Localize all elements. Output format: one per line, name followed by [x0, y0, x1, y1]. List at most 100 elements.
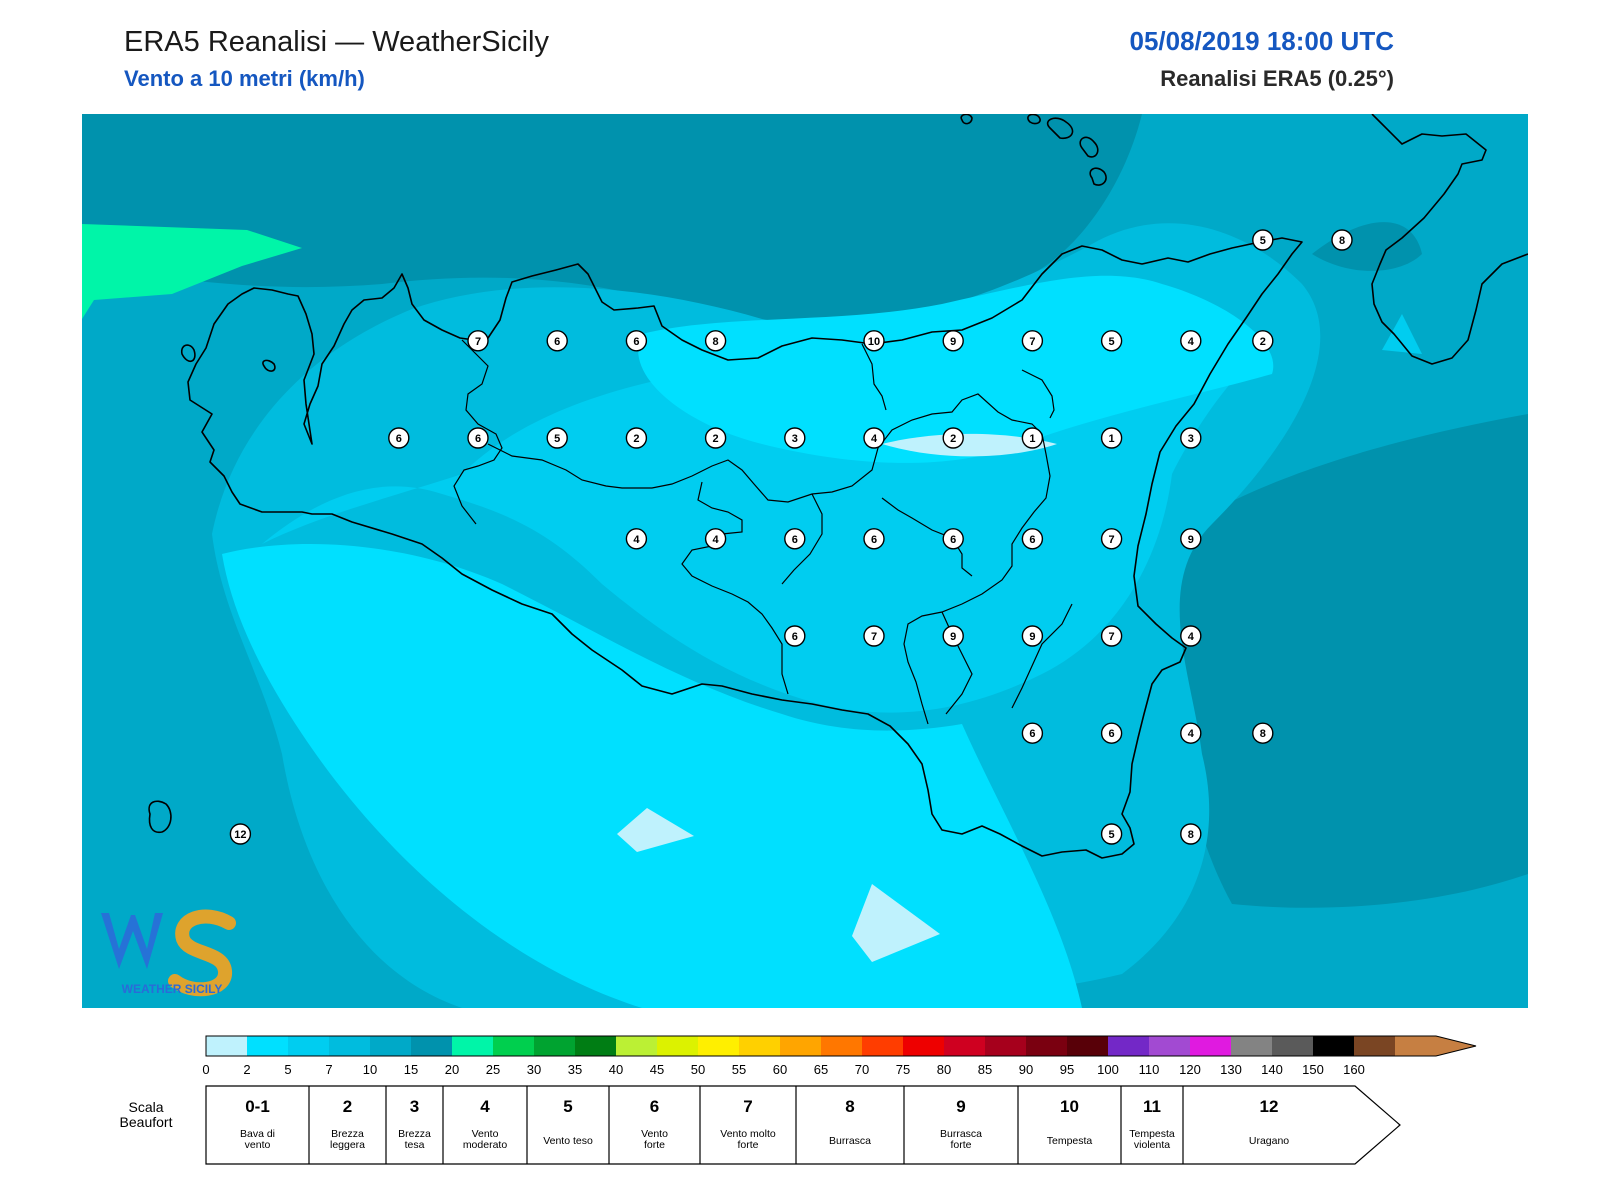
marker-circle	[1100, 625, 1123, 647]
marker-circle	[704, 427, 727, 449]
wind-marker: 5	[1100, 823, 1123, 845]
beaufort-label: Scala Beaufort	[120, 1099, 173, 1130]
colorbar-tick-label: 25	[486, 1062, 500, 1077]
marker-value: 8	[1260, 728, 1266, 740]
colorbar-tick-label: 7	[325, 1062, 332, 1077]
marker-circle	[1021, 722, 1044, 744]
marker-value: 8	[713, 336, 719, 348]
marker-circle	[784, 625, 806, 647]
marker-value: 5	[1109, 336, 1115, 348]
colorbar-tick-label: 60	[773, 1062, 787, 1077]
colorbar-tick-label: 40	[609, 1062, 623, 1077]
marker-value: 2	[713, 433, 719, 445]
map-subtitle: Vento a 10 metri (km/h)	[124, 66, 365, 91]
wind-marker: 6	[625, 330, 648, 352]
marker-circle	[388, 427, 410, 449]
wind-marker: 6	[1021, 528, 1044, 550]
colorbar-tick-label: 140	[1261, 1062, 1283, 1077]
wind-marker: 4	[625, 528, 648, 550]
marker-value: 4	[1188, 728, 1195, 740]
beaufort-description: Burrasca	[829, 1135, 871, 1147]
wind-marker: 9	[942, 330, 964, 352]
marker-circle	[863, 625, 885, 647]
marker-circle	[784, 427, 806, 449]
valid-datetime: 05/08/2019 18:00 UTC	[1129, 26, 1394, 56]
marker-value: 4	[633, 534, 640, 546]
colorbar-tick-label: 80	[937, 1062, 951, 1077]
colorbar-cell	[1067, 1036, 1108, 1056]
beaufort-description: Vento molto forte	[720, 1128, 776, 1151]
wind-marker: 3	[784, 427, 806, 449]
wind-marker: 9	[1021, 625, 1044, 647]
marker-value: 3	[1188, 433, 1194, 445]
colorbar-cell	[821, 1036, 862, 1056]
marker-value: 2	[950, 433, 956, 445]
wind-marker: 6	[1021, 722, 1044, 744]
colorbar-cell	[944, 1036, 985, 1056]
weathersicily-logo: WEATHER SICILY	[101, 909, 236, 997]
province-borders	[453, 339, 1073, 725]
marker-circle	[1331, 229, 1353, 251]
beaufort-description: Burrasca forte	[940, 1128, 982, 1151]
colorbar-cell	[575, 1036, 616, 1056]
colorbar-outline	[205, 1035, 1477, 1057]
marker-value: 6	[792, 534, 798, 546]
wind-marker: 6	[784, 625, 806, 647]
wind-marker: 6	[546, 330, 568, 352]
colorbar-tick-label: 65	[814, 1062, 828, 1077]
beaufort-description: Vento forte	[641, 1128, 668, 1151]
colorbar-cell	[1272, 1036, 1313, 1056]
colorbar-tick-label: 2	[243, 1062, 250, 1077]
beaufort-description: Uragano	[1249, 1135, 1289, 1147]
wind-marker: 9	[1180, 528, 1202, 550]
wind-marker: 6	[388, 427, 410, 449]
marker-value: 6	[1029, 534, 1035, 546]
marker-value: 6	[554, 336, 560, 348]
colorbar-cell	[616, 1036, 657, 1056]
beaufort-number: 8	[845, 1097, 854, 1116]
colorbar-cell	[1149, 1036, 1190, 1056]
colorbar-cell	[370, 1036, 411, 1056]
marker-circle	[863, 528, 885, 550]
marker-circle	[625, 427, 648, 449]
marker-circle	[1021, 330, 1044, 352]
beaufort-description: Vento teso	[543, 1135, 593, 1147]
beaufort-number: 7	[743, 1097, 752, 1116]
colorbar-tick-label: 150	[1302, 1062, 1324, 1077]
marker-value: 1	[1109, 433, 1115, 445]
wind-marker: 9	[942, 625, 964, 647]
marker-circle	[1100, 722, 1123, 744]
colorbar-cell	[206, 1036, 247, 1056]
marker-value: 7	[1109, 631, 1115, 643]
beaufort-number: 0-1	[245, 1097, 270, 1116]
colorbar-cell	[1026, 1036, 1067, 1056]
wind-map: 5 8 7 6 6 8 10 9 7 5 4 2 6 6 5 2 2 3 4 2 1 1 3 4 4 6 6 6 6 7 9 6 7 9 9 7 4 6 6…	[82, 114, 1528, 1008]
wind-marker: 1	[1021, 427, 1044, 449]
colorbar-cell-arrow	[1395, 1036, 1476, 1056]
colorbar-tick-label: 85	[978, 1062, 992, 1077]
marker-value: 6	[792, 631, 798, 643]
wind-marker: 4	[1180, 625, 1202, 647]
marker-circle	[1021, 427, 1044, 449]
coastline	[148, 114, 1528, 859]
colorbar-tick-label: 130	[1220, 1062, 1242, 1077]
colorbar	[205, 1035, 1477, 1057]
beaufort-number: 12	[1260, 1097, 1279, 1116]
marker-circle	[704, 330, 727, 352]
marker-value: 9	[1188, 534, 1194, 546]
colorbar-cell	[1108, 1036, 1149, 1056]
beaufort-description: Brezza tesa	[398, 1128, 431, 1151]
marker-circle	[942, 625, 964, 647]
beaufort-description: Bava di vento	[240, 1128, 275, 1151]
marker-circle	[546, 330, 568, 352]
colorbar-cell	[698, 1036, 739, 1056]
wind-marker: 2	[942, 427, 964, 449]
beaufort-description: Vento moderato	[463, 1128, 508, 1151]
marker-value: 4	[1188, 631, 1195, 643]
marker-circle	[1252, 330, 1274, 352]
data-source: Reanalisi ERA5 (0.25°)	[1160, 66, 1394, 91]
wind-marker: 1	[1100, 427, 1123, 449]
marker-circle	[1100, 330, 1123, 352]
marker-circle	[942, 427, 964, 449]
wind-marker: 7	[1100, 528, 1123, 550]
